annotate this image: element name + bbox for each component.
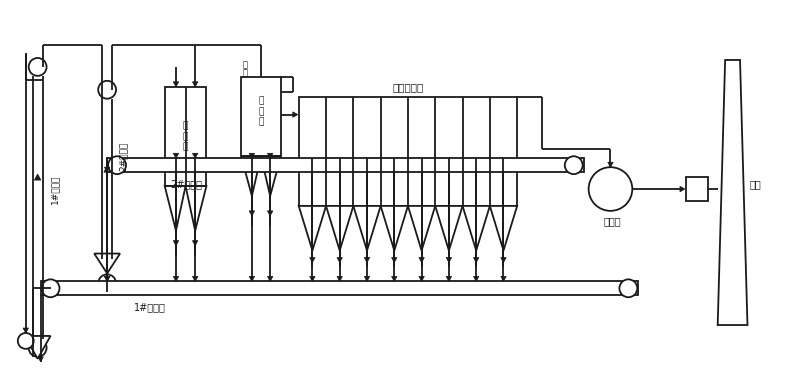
Polygon shape xyxy=(608,162,613,167)
Polygon shape xyxy=(25,336,50,359)
Text: 2#刮板机: 2#刮板机 xyxy=(170,179,202,189)
Polygon shape xyxy=(174,153,178,158)
Circle shape xyxy=(565,156,582,174)
Text: 滤: 滤 xyxy=(242,68,248,77)
Polygon shape xyxy=(186,186,206,231)
Polygon shape xyxy=(267,276,273,281)
Polygon shape xyxy=(23,328,29,333)
Polygon shape xyxy=(391,276,397,281)
Polygon shape xyxy=(680,186,685,192)
Text: 2#斗提机: 2#斗提机 xyxy=(118,142,127,171)
Polygon shape xyxy=(261,156,281,196)
Text: 布袋除尘器: 布袋除尘器 xyxy=(392,82,423,92)
Polygon shape xyxy=(490,206,517,251)
Bar xyxy=(298,97,517,206)
Polygon shape xyxy=(193,241,198,246)
Polygon shape xyxy=(462,206,490,251)
Polygon shape xyxy=(267,211,273,216)
Polygon shape xyxy=(337,276,342,281)
Polygon shape xyxy=(310,258,315,263)
Text: 1#斗提机: 1#斗提机 xyxy=(50,174,59,204)
Polygon shape xyxy=(193,276,198,281)
Polygon shape xyxy=(354,206,381,251)
Polygon shape xyxy=(419,258,424,263)
Circle shape xyxy=(29,339,46,357)
Polygon shape xyxy=(364,258,370,263)
Polygon shape xyxy=(326,206,354,251)
Polygon shape xyxy=(474,258,479,263)
Polygon shape xyxy=(105,276,110,281)
Text: 增压风: 增压风 xyxy=(604,216,622,226)
Polygon shape xyxy=(310,276,315,281)
Polygon shape xyxy=(174,82,178,87)
Polygon shape xyxy=(174,241,178,246)
Polygon shape xyxy=(105,276,110,281)
Polygon shape xyxy=(267,153,273,158)
Polygon shape xyxy=(364,276,370,281)
Bar xyxy=(241,77,281,156)
Circle shape xyxy=(98,275,116,292)
Polygon shape xyxy=(34,174,41,180)
Polygon shape xyxy=(249,276,254,281)
Polygon shape xyxy=(435,206,462,251)
Polygon shape xyxy=(293,112,298,117)
Polygon shape xyxy=(249,153,254,158)
Text: 烟囱: 烟囱 xyxy=(750,179,762,189)
Circle shape xyxy=(589,167,632,211)
Polygon shape xyxy=(104,166,110,172)
Polygon shape xyxy=(446,276,452,281)
Polygon shape xyxy=(501,276,506,281)
Bar xyxy=(165,87,206,186)
Text: 1#刮板机: 1#刮板机 xyxy=(134,302,166,312)
Text: 脱
硫
塔: 脱 硫 塔 xyxy=(183,121,188,151)
Polygon shape xyxy=(241,156,261,196)
Text: 过: 过 xyxy=(242,60,248,70)
Circle shape xyxy=(29,58,46,76)
Circle shape xyxy=(42,280,59,297)
Polygon shape xyxy=(193,82,198,87)
Polygon shape xyxy=(408,206,435,251)
Polygon shape xyxy=(165,186,186,231)
Polygon shape xyxy=(419,276,424,281)
Circle shape xyxy=(619,280,638,297)
Bar xyxy=(41,281,638,295)
Polygon shape xyxy=(193,153,198,158)
Polygon shape xyxy=(501,258,506,263)
Circle shape xyxy=(98,81,116,99)
Bar xyxy=(686,177,708,201)
Circle shape xyxy=(18,333,34,349)
Polygon shape xyxy=(298,206,326,251)
Polygon shape xyxy=(249,211,254,216)
Polygon shape xyxy=(391,258,397,263)
Polygon shape xyxy=(94,253,120,273)
Polygon shape xyxy=(381,206,408,251)
Circle shape xyxy=(108,156,126,174)
Text: 过
滤
仓: 过 滤 仓 xyxy=(258,97,264,126)
Polygon shape xyxy=(446,258,452,263)
Polygon shape xyxy=(174,276,178,281)
Polygon shape xyxy=(474,276,479,281)
Bar xyxy=(107,158,584,172)
Polygon shape xyxy=(337,258,342,263)
Polygon shape xyxy=(105,167,110,172)
Polygon shape xyxy=(38,357,43,362)
Polygon shape xyxy=(718,60,747,325)
